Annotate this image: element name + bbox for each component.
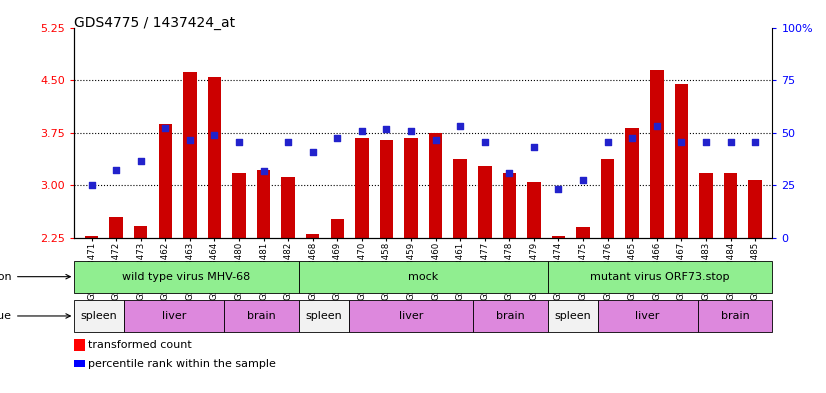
Bar xyxy=(473,300,548,332)
Point xyxy=(257,168,270,174)
Bar xyxy=(404,138,418,238)
Point xyxy=(159,125,172,131)
Bar xyxy=(109,217,123,238)
Point xyxy=(134,158,147,164)
Bar xyxy=(697,300,772,332)
Bar xyxy=(601,158,615,238)
Point xyxy=(650,123,663,129)
Point xyxy=(700,139,713,145)
Bar xyxy=(748,180,762,238)
Point xyxy=(453,123,467,129)
Bar xyxy=(207,77,221,238)
Bar xyxy=(577,227,590,238)
Bar xyxy=(502,173,516,238)
Bar xyxy=(527,182,541,238)
Point xyxy=(527,143,540,150)
Text: brain: brain xyxy=(247,311,276,321)
Text: liver: liver xyxy=(399,311,423,321)
Bar xyxy=(74,300,124,332)
Text: spleen: spleen xyxy=(554,311,591,321)
Bar xyxy=(355,138,368,238)
Text: spleen: spleen xyxy=(306,311,342,321)
Text: spleen: spleen xyxy=(81,311,117,321)
Bar xyxy=(183,72,197,238)
Point xyxy=(330,134,344,141)
Text: infection: infection xyxy=(0,272,70,282)
Text: percentile rank within the sample: percentile rank within the sample xyxy=(88,358,276,369)
Bar xyxy=(224,300,299,332)
Point xyxy=(208,132,221,138)
Point xyxy=(380,126,393,132)
Point xyxy=(724,139,737,145)
Bar xyxy=(306,234,320,238)
Point xyxy=(110,167,123,173)
Text: tissue: tissue xyxy=(0,311,70,321)
Point xyxy=(232,139,245,145)
Point xyxy=(429,136,442,143)
Point xyxy=(503,169,516,176)
Point xyxy=(478,139,491,145)
Text: transformed count: transformed count xyxy=(88,340,192,350)
Bar xyxy=(548,261,772,293)
Text: brain: brain xyxy=(720,311,749,321)
Point xyxy=(306,149,320,155)
Bar xyxy=(552,236,565,238)
Text: liver: liver xyxy=(635,311,660,321)
Point xyxy=(601,139,615,145)
Bar xyxy=(625,128,639,238)
Bar xyxy=(650,70,663,238)
Point xyxy=(183,136,197,143)
Text: mutant virus ORF73.stop: mutant virus ORF73.stop xyxy=(591,272,730,282)
Point xyxy=(748,139,762,145)
Point xyxy=(85,182,98,188)
Point xyxy=(675,139,688,145)
Bar xyxy=(699,173,713,238)
Bar xyxy=(299,261,548,293)
Bar xyxy=(380,140,393,238)
Point xyxy=(355,127,368,134)
Bar xyxy=(675,84,688,238)
Text: wild type virus MHV-68: wild type virus MHV-68 xyxy=(122,272,250,282)
Bar xyxy=(232,173,246,238)
Bar xyxy=(159,123,172,238)
Text: mock: mock xyxy=(408,272,439,282)
Bar xyxy=(85,236,98,238)
Bar xyxy=(453,158,467,238)
Bar xyxy=(330,219,344,238)
Point xyxy=(577,176,590,183)
Bar xyxy=(349,300,473,332)
Bar xyxy=(548,300,598,332)
Text: GDS4775 / 1437424_at: GDS4775 / 1437424_at xyxy=(74,16,235,30)
Bar xyxy=(257,170,270,238)
Bar xyxy=(282,177,295,238)
Bar xyxy=(724,173,738,238)
Bar xyxy=(124,300,224,332)
Bar xyxy=(74,261,299,293)
Text: liver: liver xyxy=(162,311,186,321)
Bar xyxy=(299,300,349,332)
Point xyxy=(552,185,565,192)
Point xyxy=(282,139,295,145)
Bar xyxy=(429,132,443,238)
Bar xyxy=(598,300,697,332)
Point xyxy=(625,134,638,141)
Bar xyxy=(478,165,491,238)
Bar xyxy=(134,226,148,238)
Point xyxy=(405,127,418,134)
Text: brain: brain xyxy=(496,311,525,321)
